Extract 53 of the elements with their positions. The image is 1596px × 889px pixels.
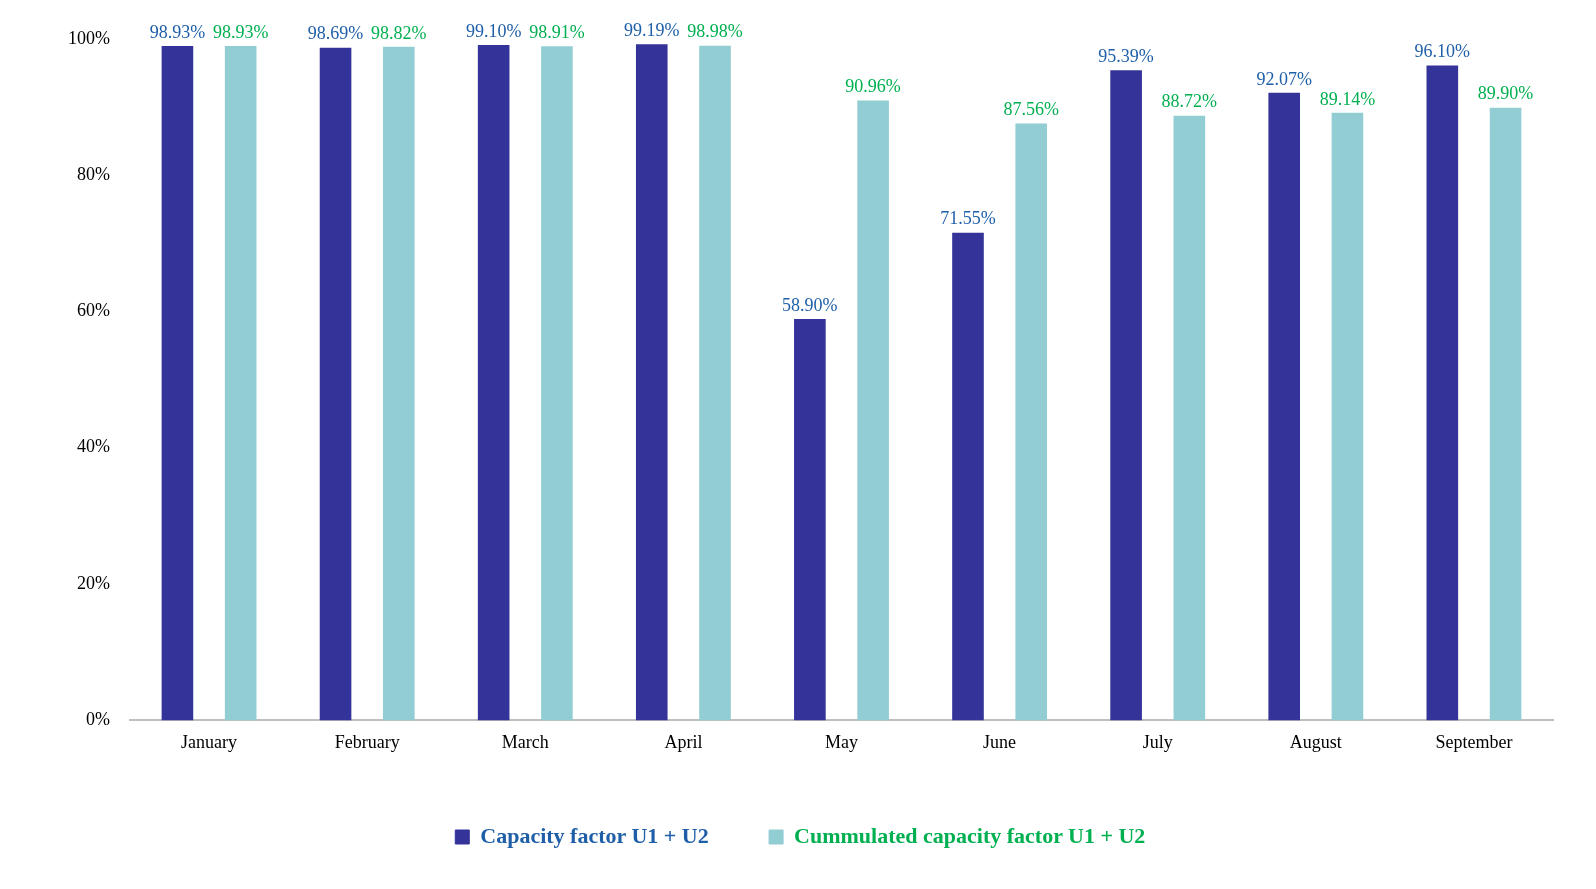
- x-tick-label: July: [1142, 731, 1173, 752]
- x-tick-label: September: [1435, 731, 1513, 752]
- y-tick-label: 60%: [76, 300, 110, 321]
- data-label: 88.72%: [1161, 91, 1218, 112]
- data-label: 95.39%: [1098, 45, 1154, 66]
- legend-label: Capacity factor U1 + U2: [480, 822, 709, 848]
- data-label: 89.90%: [1477, 83, 1534, 104]
- data-label: 98.93%: [149, 21, 206, 42]
- bar: [161, 46, 194, 721]
- x-tick-label: January: [181, 731, 238, 752]
- data-label: 92.07%: [1256, 68, 1312, 89]
- bar: [319, 47, 352, 721]
- bar: [541, 46, 573, 721]
- y-tick-label: 100%: [67, 27, 110, 48]
- data-label: 96.10%: [1414, 41, 1471, 62]
- x-tick-label: April: [664, 731, 703, 752]
- data-label: 90.96%: [845, 76, 901, 97]
- bar: [857, 100, 889, 721]
- data-label: 99.10%: [465, 20, 522, 41]
- data-label: 89.14%: [1319, 88, 1376, 109]
- legend-label: Cummulated capacity factor U1 + U2: [794, 822, 1146, 848]
- bar: [1489, 107, 1522, 721]
- x-tick-label: August: [1289, 731, 1342, 752]
- bar: [952, 232, 984, 721]
- data-label: 98.93%: [212, 21, 269, 42]
- y-tick-label: 80%: [76, 163, 110, 184]
- data-label: 98.69%: [307, 23, 364, 44]
- data-label: 98.98%: [687, 21, 743, 42]
- bar: [1426, 65, 1459, 721]
- bar: [477, 44, 510, 721]
- data-label: 71.55%: [940, 208, 996, 229]
- x-tick-label: March: [501, 731, 549, 752]
- data-label: 98.91%: [529, 21, 585, 42]
- bar: [635, 44, 668, 721]
- data-label: 98.82%: [371, 22, 427, 43]
- bar: [699, 45, 731, 721]
- data-label: 87.56%: [1003, 99, 1059, 120]
- bar: [1110, 70, 1142, 721]
- bar: [1268, 92, 1301, 721]
- x-tick-label: February: [334, 731, 400, 752]
- bar: [1015, 123, 1048, 721]
- bar: [1331, 112, 1364, 721]
- x-tick-label: June: [983, 731, 1017, 752]
- data-label: 99.19%: [624, 20, 680, 41]
- y-tick-label: 40%: [76, 436, 110, 457]
- bar: [794, 318, 826, 721]
- bar: [382, 46, 415, 721]
- bar: [1173, 115, 1206, 721]
- y-tick-label: 0%: [85, 709, 110, 730]
- bar: [224, 46, 257, 721]
- x-tick-label: May: [825, 731, 858, 752]
- y-tick-label: 20%: [76, 572, 110, 593]
- data-label: 58.90%: [782, 294, 838, 315]
